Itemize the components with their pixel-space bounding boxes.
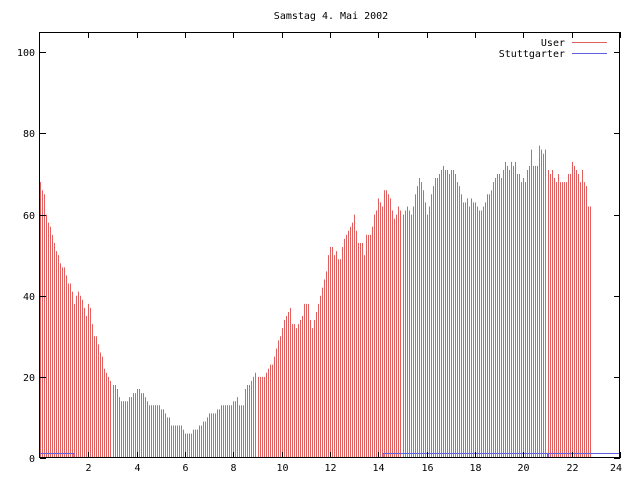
y-tick-label: 20	[23, 373, 35, 384]
y-tick-label: 100	[17, 48, 35, 59]
y-tick-label: 60	[23, 211, 35, 222]
x-tick-label: 20	[517, 463, 529, 474]
x-tick-label: 4	[134, 463, 140, 474]
x-tick-label: 18	[469, 463, 481, 474]
y-tick-label: 40	[23, 292, 35, 303]
x-tick-label: 12	[324, 463, 336, 474]
x-tick-label: 2	[85, 463, 91, 474]
x-tick-label: 24	[610, 463, 622, 474]
y-tick-label: 80	[23, 129, 35, 140]
y-tick-label: 0	[29, 454, 35, 465]
legend-stuttgarter-label: Stuttgarter	[499, 49, 565, 60]
legend: User Stuttgarter	[499, 38, 607, 60]
series-user	[40, 145, 591, 458]
series-stuttgarter	[40, 453, 620, 458]
chart-title: Samstag 4. Mai 2002	[274, 11, 388, 22]
x-tick-label: 8	[230, 463, 236, 474]
x-tick-label: 16	[421, 463, 433, 474]
plot-frame	[39, 32, 620, 458]
x-tick-label: 22	[566, 463, 578, 474]
x-tick-label: 14	[372, 463, 384, 474]
stuttgarter-line	[40, 453, 620, 458]
legend-user-label: User	[541, 38, 565, 49]
x-tick-label: 10	[276, 463, 288, 474]
x-tick-label: 6	[182, 463, 188, 474]
